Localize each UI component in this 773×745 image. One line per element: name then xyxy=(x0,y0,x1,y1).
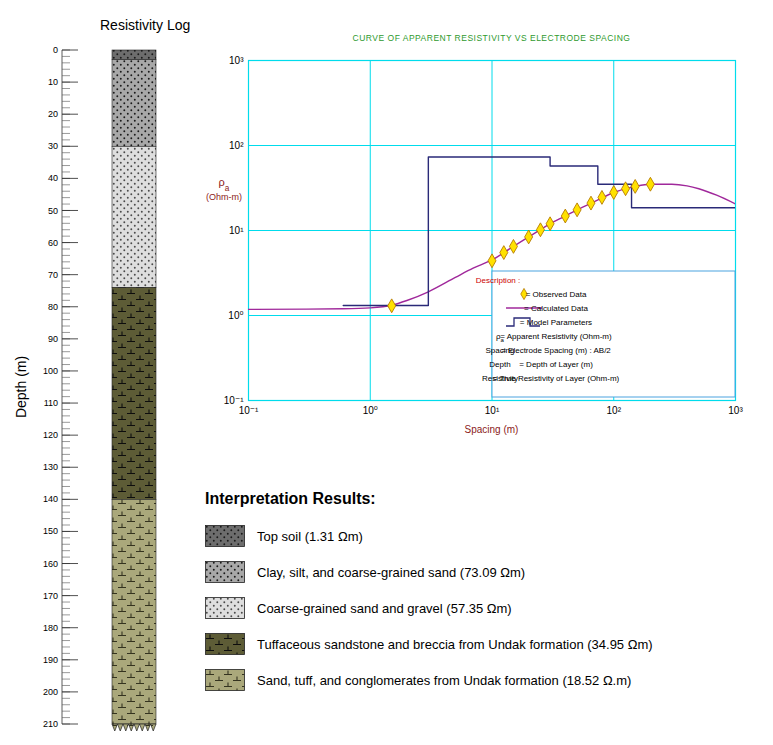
html-text:Top soil (1.31 Ωm): Top soil (1.31 Ωm) xyxy=(257,528,363,544)
svg-text:10³: 10³ xyxy=(728,405,743,416)
html-text:Sand, tuff, and conglomerates: Sand, tuff, and conglomerates from Undak… xyxy=(257,672,632,688)
svg-text:190: 190 xyxy=(43,655,58,665)
html-text:ρ: ρ xyxy=(496,332,501,341)
svg-text:10⁻¹: 10⁻¹ xyxy=(223,394,244,406)
html-text:Tuffaceous sandstone and brecc: Tuffaceous sandstone and breccia from Un… xyxy=(257,636,653,652)
svg-text:140: 140 xyxy=(43,494,58,504)
svg-text:20: 20 xyxy=(48,109,58,119)
svg-text:10²: 10² xyxy=(229,140,244,151)
svg-text:Resistivity Log: Resistivity Log xyxy=(100,17,190,33)
svg-text:30: 30 xyxy=(48,141,58,151)
svg-text:80: 80 xyxy=(48,302,58,312)
svg-text:110: 110 xyxy=(44,398,58,408)
svg-text:150: 150 xyxy=(43,526,58,536)
svg-text:(Ohm-m): (Ohm-m) xyxy=(206,192,242,202)
svg-text:10¹: 10¹ xyxy=(229,225,244,236)
svg-text:= Apparent Resistivity (Ohm-m): = Apparent Resistivity (Ohm-m) xyxy=(500,332,612,341)
svg-text:Depth: Depth xyxy=(489,360,510,369)
svg-text:10²: 10² xyxy=(607,405,622,416)
svg-text:100: 100 xyxy=(43,366,58,376)
svg-text:Spacing (m): Spacing (m) xyxy=(465,424,519,435)
svg-text:10¹: 10¹ xyxy=(485,405,500,416)
html-text:Interpretation Results:: Interpretation Results: xyxy=(205,490,376,507)
svg-text:Depth (m): Depth (m) xyxy=(13,356,29,418)
svg-text:60: 60 xyxy=(48,238,58,248)
svg-text:CURVE OF APPARENT RESISTIVITY: CURVE OF APPARENT RESISTIVITY VS ELECTRO… xyxy=(353,33,631,43)
svg-text:210: 210 xyxy=(43,719,58,729)
svg-text:170: 170 xyxy=(43,591,58,601)
svg-text:130: 130 xyxy=(43,462,58,472)
svg-text:= Observed Data: = Observed Data xyxy=(526,290,587,299)
svg-text:= Calculated Data: = Calculated Data xyxy=(524,304,588,313)
svg-text:160: 160 xyxy=(43,559,58,569)
svg-text:200: 200 xyxy=(43,687,58,697)
svg-text:10: 10 xyxy=(48,77,58,87)
svg-text:40: 40 xyxy=(48,173,58,183)
svg-text:10⁰: 10⁰ xyxy=(363,405,378,416)
svg-text:= Depth of Layer (m): = Depth of Layer (m) xyxy=(519,360,593,369)
svg-text:0: 0 xyxy=(53,45,58,55)
svg-text:180: 180 xyxy=(43,623,58,633)
svg-text:50: 50 xyxy=(48,206,58,216)
svg-text:10⁻¹: 10⁻¹ xyxy=(239,405,259,416)
svg-text:= Model Parameters: = Model Parameters xyxy=(520,318,592,327)
svg-text:Spacing: Spacing xyxy=(485,346,515,355)
svg-text:10³: 10³ xyxy=(229,55,244,66)
svg-text:ρa: ρa xyxy=(219,176,230,193)
svg-text:70: 70 xyxy=(48,270,58,280)
html-text:Clay, silt, and coarse-grained: Clay, silt, and coarse-grained sand (73.… xyxy=(257,564,526,580)
svg-text:10⁰: 10⁰ xyxy=(228,310,243,321)
svg-text:Description :: Description : xyxy=(476,276,520,285)
svg-text:= Electrode Spacing (m) : AB/2: = Electrode Spacing (m) : AB/2 xyxy=(501,346,611,355)
svg-text:120: 120 xyxy=(43,430,58,440)
svg-text:90: 90 xyxy=(48,334,58,344)
svg-text:= True Resistivity of Layer (O: = True Resistivity of Layer (Ohm-m) xyxy=(493,374,620,383)
html-text:Coarse-grained sand and gravel: Coarse-grained sand and gravel (57.35 Ωm… xyxy=(257,600,512,616)
